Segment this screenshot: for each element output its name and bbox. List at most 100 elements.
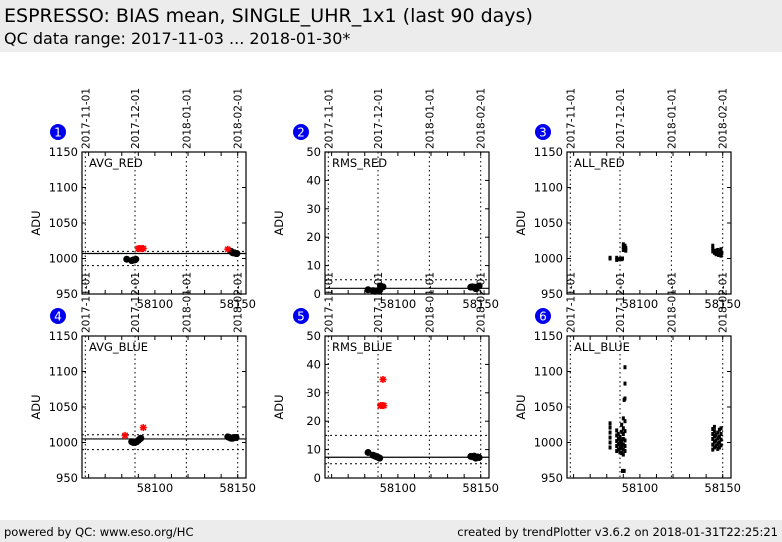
panel-number-label: 1	[54, 126, 62, 140]
y-tick-label: 1050	[534, 400, 563, 414]
y-tick-label: 10	[306, 259, 321, 273]
data-point	[719, 443, 723, 448]
data-point	[615, 449, 619, 454]
plot-panel-4: 4 2017-11-01 2017-12-01 2018-01-01 2018-02-0…	[29, 272, 256, 495]
y-tick-label: 1100	[534, 181, 563, 195]
data-point	[623, 396, 627, 401]
date-tick-label: 2018-02-01	[476, 272, 488, 333]
data-range-subtitle: QC data range: 2017-11-03 ... 2018-01-30…	[4, 29, 351, 48]
data-point	[616, 436, 620, 441]
panel-number-label: 5	[297, 310, 305, 324]
plot-frame	[324, 151, 490, 295]
data-point	[621, 242, 625, 247]
data-point	[623, 419, 627, 424]
date-tick-label: 2017-12-01	[130, 88, 142, 149]
data-point	[711, 246, 715, 251]
date-tick-label: 2017-11-01	[565, 272, 577, 333]
data-point	[719, 437, 723, 442]
plot-panel-3: 3 2017-11-01 2017-12-01 2018-01-01 2018-02-0…	[514, 88, 741, 311]
date-tick-label: 2018-01-01	[424, 88, 436, 149]
data-point	[475, 282, 483, 290]
x-tick-label: 58100	[380, 297, 417, 311]
y-tick-label: 1150	[534, 145, 563, 159]
date-tick-label: 2017-11-01	[80, 88, 92, 149]
data-point	[621, 431, 625, 436]
data-point	[716, 430, 720, 435]
data-point	[621, 452, 625, 457]
data-point	[715, 250, 719, 255]
y-tick-label: 1000	[534, 252, 563, 266]
y-tick-label: 50	[306, 145, 321, 159]
data-point	[137, 434, 145, 442]
data-point	[621, 247, 625, 252]
y-tick-label: 950	[56, 287, 78, 301]
y-axis-label: ADU	[514, 394, 528, 419]
data-point	[712, 424, 716, 429]
data-point	[615, 255, 619, 260]
report-header: ESPRESSO: BIAS mean, SINGLE_UHR_1x1 (las…	[0, 0, 782, 52]
y-tick-label: 40	[306, 173, 321, 187]
panel-number-badge	[293, 124, 309, 140]
plot-frame	[566, 151, 732, 295]
data-point	[615, 444, 619, 449]
data-point	[717, 252, 721, 257]
plot-title: AVG_BLUE	[89, 340, 148, 354]
data-point	[624, 245, 628, 250]
x-tick-label: 58150	[462, 297, 499, 311]
data-point	[711, 442, 715, 447]
y-tick-label: 950	[541, 471, 563, 485]
data-point	[620, 429, 624, 434]
plot-panel-6: 6 2017-11-01 2017-12-01 2018-01-01 2018-02-0…	[514, 272, 741, 495]
data-point	[620, 256, 624, 261]
panel-number-badge	[293, 308, 309, 324]
data-point	[608, 435, 612, 440]
date-tick-label: 2017-11-01	[565, 88, 577, 149]
data-point	[717, 427, 721, 432]
data-point	[719, 426, 723, 431]
x-tick-label: 58100	[137, 481, 174, 495]
y-tick-label: 20	[306, 414, 321, 428]
data-point	[608, 440, 612, 445]
data-point	[608, 255, 612, 260]
y-tick-label: 1000	[534, 436, 563, 450]
data-point	[711, 249, 715, 254]
outlier-stroke	[140, 245, 147, 252]
data-point	[616, 431, 620, 436]
date-tick-label: 2017-11-01	[323, 88, 335, 149]
outlier-stroke	[224, 246, 231, 253]
x-tick-label: 58100	[622, 297, 659, 311]
y-tick-label: 20	[306, 230, 321, 244]
data-point	[719, 253, 723, 258]
data-point	[232, 434, 240, 442]
data-point	[623, 381, 627, 386]
date-tick-label: 2018-01-01	[666, 88, 678, 149]
data-point	[621, 245, 625, 250]
data-point	[615, 257, 619, 262]
data-point	[714, 438, 718, 443]
data-point	[608, 421, 612, 426]
plot-frame	[566, 335, 732, 479]
plot-title: ALL_BLUE	[574, 340, 630, 354]
date-tick-label: 2017-11-01	[80, 272, 92, 333]
data-point	[711, 243, 715, 248]
y-axis-label: ADU	[514, 210, 528, 235]
data-point	[623, 449, 627, 454]
panel-number-badge	[535, 308, 551, 324]
outlier-point	[139, 245, 147, 253]
y-tick-label: 1050	[49, 400, 78, 414]
y-tick-label: 1050	[534, 216, 563, 230]
panel-number-label: 4	[54, 310, 62, 324]
y-tick-label: 0	[314, 287, 321, 301]
date-tick-label: 2018-02-01	[476, 88, 488, 149]
data-point	[712, 434, 716, 439]
data-point	[618, 434, 622, 439]
date-tick-label: 2018-01-01	[424, 272, 436, 333]
data-point	[475, 454, 483, 462]
x-tick-label: 58150	[704, 481, 741, 495]
y-axis-label: ADU	[29, 394, 43, 419]
date-tick-label: 2017-12-01	[373, 272, 385, 333]
data-point	[620, 446, 624, 451]
plot-title: ALL_RED	[574, 156, 625, 170]
data-point	[712, 439, 716, 444]
y-tick-label: 1150	[49, 329, 78, 343]
